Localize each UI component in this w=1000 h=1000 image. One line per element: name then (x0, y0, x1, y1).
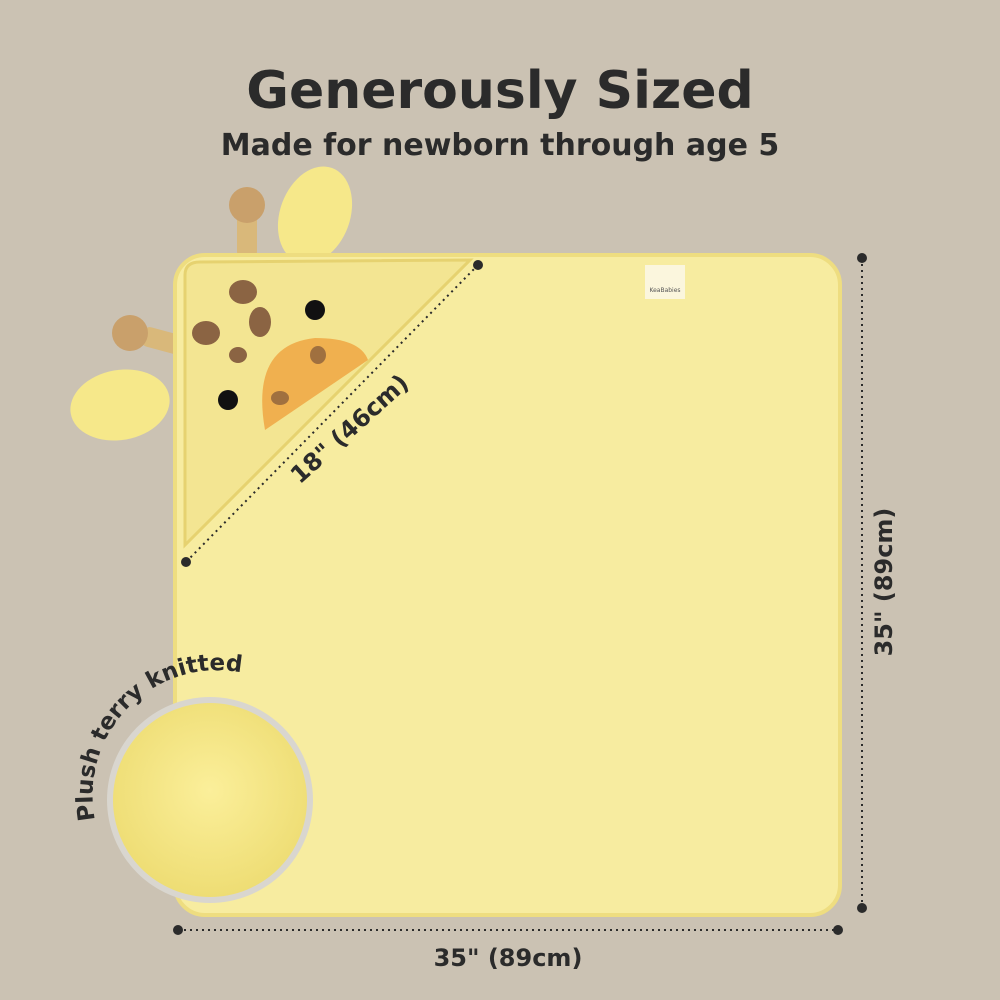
towel (173, 253, 842, 917)
height-dimension-label: 35" (89cm) (870, 508, 898, 657)
brand-text: KeaBabies (649, 287, 680, 294)
fabric-zoom (113, 703, 307, 897)
giraffe-face (192, 280, 368, 430)
dimension-dot (181, 557, 191, 567)
dimension-dot (473, 260, 483, 270)
giraffe-ears (70, 166, 353, 441)
dimension-dot (833, 925, 843, 935)
dimension-dot (173, 925, 183, 935)
width-dimension-label: 35" (89cm) (434, 944, 583, 972)
brand-tag (645, 265, 685, 299)
subtitle: Made for newborn through age 5 (221, 128, 780, 163)
dimension-dot (857, 903, 867, 913)
title: Generously Sized (246, 61, 753, 121)
dimension-dot (857, 253, 867, 263)
